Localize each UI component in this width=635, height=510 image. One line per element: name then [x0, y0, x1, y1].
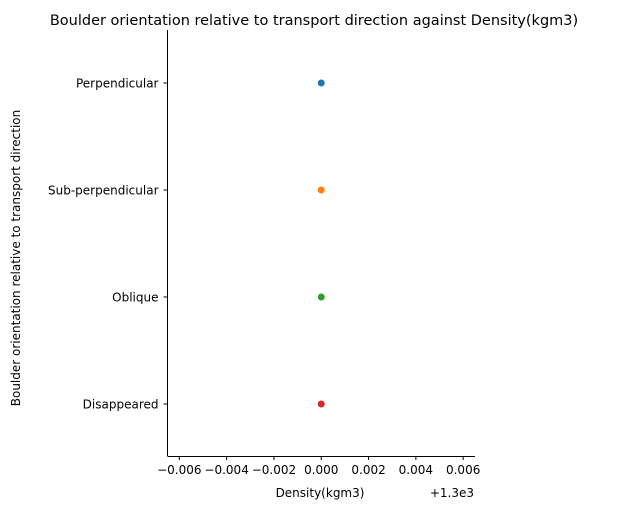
x-tick-label: −0.002: [252, 463, 296, 477]
data-point-oblique: [317, 293, 325, 301]
x-tick-label: 0.004: [399, 463, 433, 477]
data-point-disappeared: [317, 400, 325, 408]
y-ticks: Perpendicular Sub-perpendicular Oblique Dis…: [48, 77, 168, 412]
y-tick-label: Disappeared: [83, 398, 159, 412]
x-ticks: −0.006 −0.004 −0.002 0.000 0.002 0.004 0.006: [157, 456, 480, 477]
data-points: [317, 79, 325, 408]
y-tick-label: Oblique: [112, 291, 158, 305]
x-tick-label: −0.004: [204, 463, 248, 477]
x-tick-label: 0.002: [351, 463, 385, 477]
chart-title: Boulder orientation relative to transpor…: [50, 13, 578, 29]
x-axis-offset-label: +1.3e3: [430, 486, 474, 500]
y-tick-label: Sub-perpendicular: [48, 184, 159, 198]
x-tick-label: −0.006: [157, 463, 201, 477]
y-axis-label: Boulder orientation relative to transpor…: [9, 110, 23, 407]
x-tick-label: 0.000: [304, 463, 338, 477]
y-tick-label: Perpendicular: [76, 77, 159, 91]
x-tick-label: 0.006: [446, 463, 480, 477]
data-point-perpendicular: [317, 79, 325, 87]
data-point-sub-perpendicular: [317, 186, 325, 194]
x-axis-label: Density(kgm3): [276, 486, 365, 500]
